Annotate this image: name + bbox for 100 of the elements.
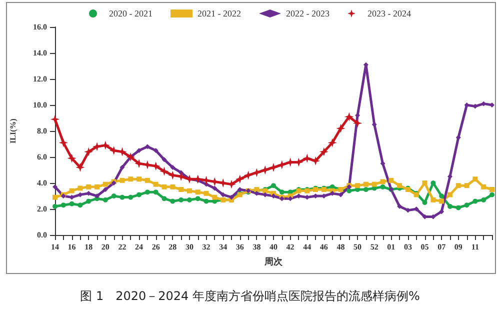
point <box>277 160 286 170</box>
point <box>235 174 244 184</box>
point <box>228 194 234 200</box>
point <box>363 187 368 192</box>
point <box>481 184 486 190</box>
point <box>363 182 368 187</box>
point <box>58 138 68 148</box>
x-tick-label: 30 <box>185 242 194 252</box>
point <box>52 194 58 200</box>
point <box>397 204 402 209</box>
x-tick-label: 42 <box>286 242 294 252</box>
point <box>186 197 192 202</box>
point <box>490 192 494 198</box>
point <box>170 184 176 190</box>
point <box>84 147 94 156</box>
x-tick-label: 26 <box>152 242 160 252</box>
point <box>78 186 83 191</box>
point <box>380 161 386 166</box>
x-tick-label: 09 <box>454 242 462 252</box>
x-tick-label: 44 <box>303 242 312 252</box>
point <box>120 178 125 183</box>
point <box>456 183 461 188</box>
x-tick-label: 50 <box>354 242 362 252</box>
x-tick-label: 46 <box>320 242 328 252</box>
point <box>269 162 278 172</box>
y-tick-label: 8.0 <box>37 126 47 136</box>
point <box>260 166 270 174</box>
point <box>128 194 134 200</box>
point <box>220 192 226 198</box>
x-axis-title: 周次 <box>264 256 284 266</box>
x-tick-label: 36 <box>236 242 244 252</box>
x-tick-label: 32 <box>202 242 210 252</box>
point <box>336 124 346 133</box>
point <box>50 114 60 124</box>
x-tick-label: 40 <box>270 242 278 252</box>
point <box>252 168 262 178</box>
point <box>136 148 142 153</box>
point <box>330 190 335 196</box>
point <box>439 194 444 198</box>
point <box>346 188 352 194</box>
point <box>422 200 428 205</box>
point <box>94 194 100 198</box>
y-tick-label: 16.0 <box>33 22 47 32</box>
x-tick-label: 07 <box>438 242 446 252</box>
point <box>136 192 142 198</box>
point <box>170 198 176 204</box>
x-tick-label: 14 <box>51 242 59 252</box>
point <box>311 156 320 166</box>
point <box>102 182 108 187</box>
point <box>353 118 362 128</box>
x-tick-label: 03 <box>404 242 412 252</box>
point <box>78 202 83 208</box>
point <box>52 184 58 190</box>
x-tick-label: 38 <box>252 242 261 252</box>
x-tick-label: 05 <box>420 242 429 252</box>
point <box>195 190 200 195</box>
y-tick-label: 6.0 <box>37 152 47 162</box>
x-tick-label: 48 <box>336 242 345 252</box>
y-tick-label: 0.0 <box>37 230 47 240</box>
caption: 图 1 2020－2024 年度南方省份哨点医院报告的流感样病例% <box>80 289 420 303</box>
point <box>195 196 200 202</box>
point <box>144 190 150 195</box>
y-axis-title: ILI(%) <box>8 118 18 144</box>
y-tick-label: 2.0 <box>37 204 47 214</box>
point <box>52 204 58 209</box>
point <box>430 180 436 186</box>
point <box>372 182 377 187</box>
point <box>162 196 167 202</box>
x-tick-label: 24 <box>135 242 144 252</box>
point <box>447 204 452 209</box>
point <box>186 188 192 194</box>
legend-label: 2021 - 2022 <box>198 8 242 18</box>
x-tick-label: 20 <box>101 242 110 252</box>
point <box>439 209 444 214</box>
point <box>204 190 209 196</box>
point <box>472 176 478 182</box>
point <box>302 154 312 163</box>
point <box>464 183 470 188</box>
point <box>69 188 74 194</box>
point <box>279 190 284 195</box>
x-tick-label: 34 <box>219 242 228 252</box>
y-tick-label: 4.0 <box>37 178 47 188</box>
point <box>162 157 167 162</box>
point <box>244 170 253 180</box>
x-tick-label: 01 <box>387 242 396 252</box>
point <box>102 197 108 202</box>
point <box>94 184 100 190</box>
point <box>422 180 428 186</box>
point <box>144 144 150 150</box>
point <box>405 208 410 213</box>
point <box>178 197 184 202</box>
y-tick-label: 14.0 <box>33 48 47 58</box>
point <box>67 154 76 163</box>
point <box>160 166 169 176</box>
point <box>456 135 461 140</box>
x-tick-label: 22 <box>118 242 126 252</box>
point <box>153 182 158 187</box>
point <box>212 186 218 191</box>
point <box>464 202 470 208</box>
point <box>271 194 276 198</box>
